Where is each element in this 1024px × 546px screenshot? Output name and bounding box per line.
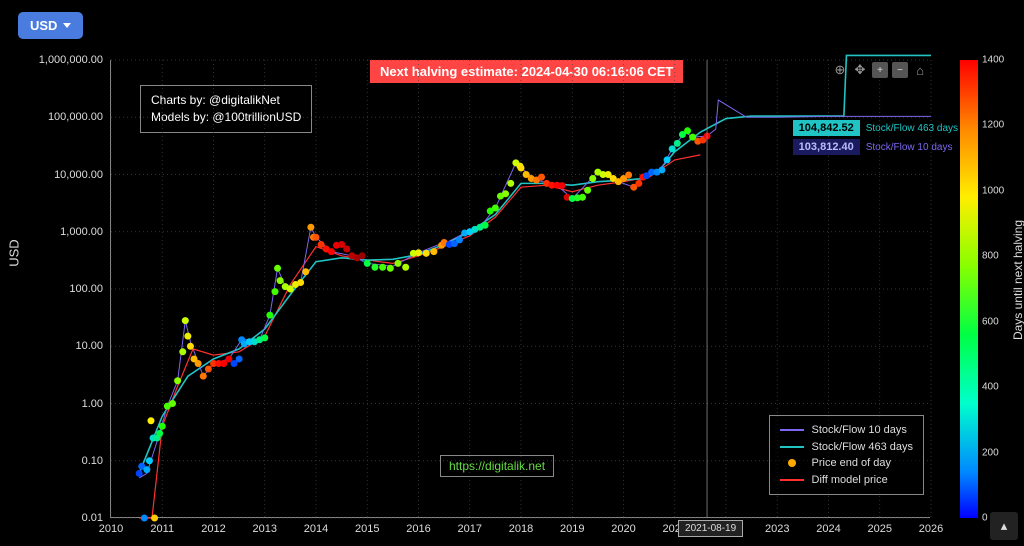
legend-label: Stock/Flow 463 days (812, 439, 914, 456)
legend-swatch (780, 479, 804, 481)
y-tick-label: 10.00 (75, 340, 103, 352)
x-tick-label: 2014 (304, 523, 328, 535)
colorbar-label: Days until next halving (1011, 220, 1024, 340)
legend-item[interactable]: Stock/Flow 10 days (780, 422, 914, 439)
x-tick-label: 2026 (919, 523, 943, 535)
legend-label: Price end of day (812, 455, 892, 472)
series-tooltips: 104,842.52 Stock/Flow 463 days 103,812.40 S… (793, 120, 958, 158)
pan-icon[interactable]: ✥ (852, 62, 868, 78)
legend-box: Stock/Flow 10 daysStock/Flow 463 daysPri… (769, 415, 925, 495)
x-tick-label: 2024 (816, 523, 840, 535)
y-tick-label: 100,000.00 (48, 111, 103, 123)
colorbar-gradient: 0200400600800100012001400 (960, 60, 978, 518)
x-tick-label: 2017 (458, 523, 482, 535)
tooltip-value-chip: 104,842.52 (793, 120, 860, 136)
x-tick-label: 2020 (611, 523, 635, 535)
tooltip-value-chip: 103,812.40 (793, 139, 860, 155)
home-icon[interactable]: ⌂ (912, 62, 928, 78)
currency-selector[interactable]: USD (18, 12, 83, 39)
y-axis-label: USD (7, 239, 22, 266)
tooltip-row: 103,812.40 Stock/Flow 10 days (793, 139, 958, 155)
chevron-down-icon (63, 23, 71, 28)
zoom-icon[interactable]: ⊕ (832, 62, 848, 78)
legend-swatch (788, 459, 796, 467)
colorbar-tick: 200 (982, 447, 999, 458)
legend-label: Stock/Flow 10 days (812, 422, 907, 439)
colorbar-tick: 1000 (982, 185, 1004, 196)
colorbar-tick: 1400 (982, 55, 1004, 66)
y-tick-label: 10,000.00 (54, 169, 103, 181)
y-tick-label: 1,000,000.00 (39, 54, 103, 66)
colorbar-tick: 0 (982, 513, 988, 524)
y-tick-label: 1.00 (82, 398, 103, 410)
tooltip-row: 104,842.52 Stock/Flow 463 days (793, 120, 958, 136)
zoom-in-button[interactable]: + (872, 62, 888, 78)
x-cursor-label: 2021-08-19 (678, 520, 743, 537)
x-tick-label: 2016 (406, 523, 430, 535)
legend-swatch (780, 446, 804, 448)
x-tick-label: 2023 (765, 523, 789, 535)
y-tick-label: 100.00 (69, 283, 103, 295)
colorbar-tick: 400 (982, 382, 999, 393)
currency-label: USD (30, 18, 57, 33)
x-tick-label: 2015 (355, 523, 379, 535)
x-tick-label: 2025 (868, 523, 892, 535)
colorbar-tick: 800 (982, 251, 999, 262)
legend-swatch (780, 429, 804, 431)
y-tick-label: 0.10 (82, 455, 103, 467)
legend-item[interactable]: Price end of day (780, 455, 914, 472)
chevron-up-icon: ▴ (1001, 518, 1008, 534)
tooltip-series-label: Stock/Flow 463 days (866, 123, 958, 134)
zoom-out-button[interactable]: − (892, 62, 908, 78)
legend-label: Diff model price (812, 472, 888, 489)
x-tick-label: 2010 (99, 523, 123, 535)
colorbar-tick: 600 (982, 316, 999, 327)
tooltip-series-label: Stock/Flow 10 days (866, 142, 953, 153)
chart-toolbar: ⊕ ✥ + − ⌂ (832, 62, 928, 78)
legend-item[interactable]: Diff model price (780, 472, 914, 489)
source-link[interactable]: https://digitalik.net (440, 455, 554, 477)
x-tick-label: 2012 (201, 523, 225, 535)
scroll-to-top-button[interactable]: ▴ (990, 512, 1018, 540)
y-tick-label: 1,000.00 (60, 226, 103, 238)
x-tick-label: 2018 (509, 523, 533, 535)
x-tick-label: 2013 (253, 523, 277, 535)
colorbar-tick: 1200 (982, 120, 1004, 131)
legend-item[interactable]: Stock/Flow 463 days (780, 439, 914, 456)
x-tick-label: 2019 (560, 523, 584, 535)
x-tick-label: 2011 (150, 523, 174, 535)
